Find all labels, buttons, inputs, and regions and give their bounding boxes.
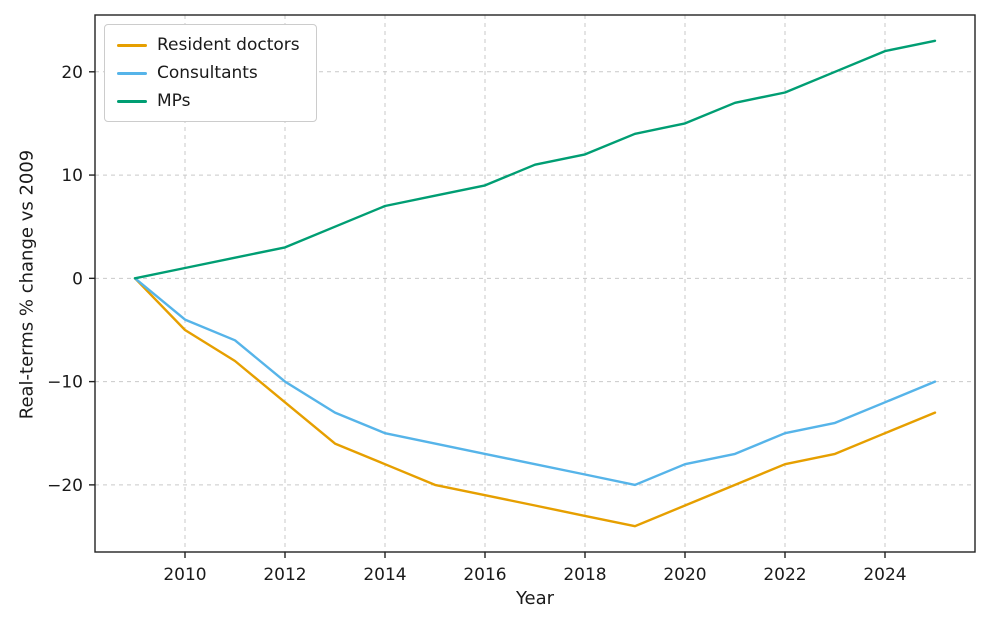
legend-item-resident-doctors: Resident doctors — [117, 35, 300, 55]
legend-label: MPs — [157, 91, 191, 111]
x-axis-label: Year — [515, 588, 555, 609]
resident-doctors-line-swatch — [117, 43, 147, 47]
svg-text:2010: 2010 — [163, 565, 206, 585]
svg-text:−20: −20 — [47, 476, 83, 496]
legend-item-consultants: Consultants — [117, 63, 300, 83]
svg-text:10: 10 — [61, 166, 83, 186]
mps-line-swatch — [117, 99, 147, 103]
svg-text:2012: 2012 — [263, 565, 306, 585]
legend-label: Consultants — [157, 63, 258, 83]
svg-text:2018: 2018 — [563, 565, 606, 585]
consultants-line-swatch — [117, 71, 147, 75]
svg-text:2024: 2024 — [863, 565, 906, 585]
svg-text:2016: 2016 — [463, 565, 506, 585]
svg-text:−10: −10 — [47, 373, 83, 393]
legend: Resident doctors Consultants MPs — [104, 24, 317, 122]
legend-item-mps: MPs — [117, 91, 300, 111]
svg-text:2020: 2020 — [663, 565, 706, 585]
y-axis-label: Real-terms % change vs 2009 — [16, 149, 38, 420]
svg-text:2022: 2022 — [763, 565, 806, 585]
legend-label: Resident doctors — [157, 35, 300, 55]
svg-text:20: 20 — [61, 63, 83, 83]
svg-text:0: 0 — [72, 269, 83, 289]
svg-text:2014: 2014 — [363, 565, 406, 585]
